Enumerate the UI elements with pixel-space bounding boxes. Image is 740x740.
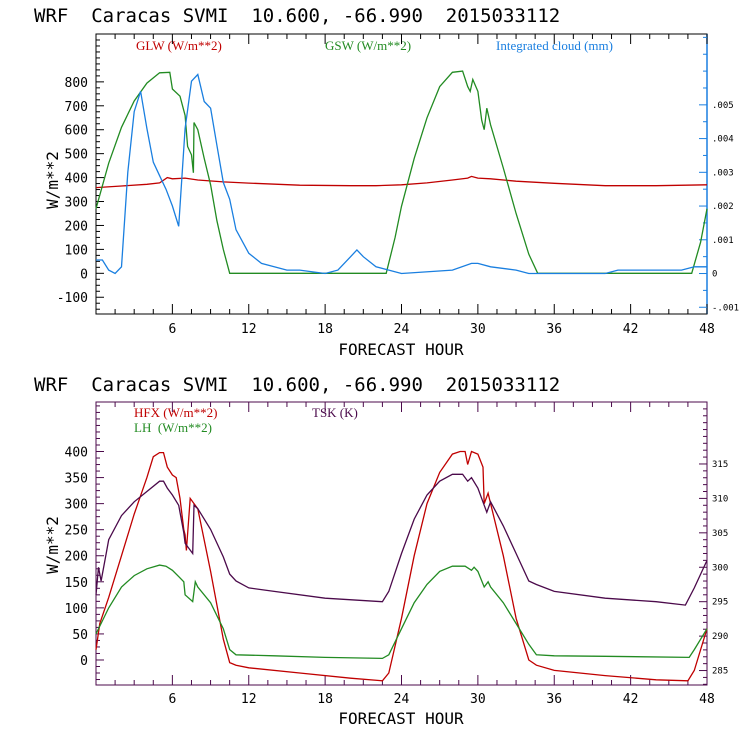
legend-lh: LH (W/m**2) bbox=[134, 420, 212, 435]
x-tick-label: 6 bbox=[168, 322, 176, 337]
plot-top-ylabel: W/m**2 bbox=[43, 151, 62, 209]
y-tick-label: 400 bbox=[65, 172, 88, 187]
legend-glw: GLW (W/m**2) bbox=[136, 38, 222, 53]
plot-top-series bbox=[95, 70, 708, 275]
y-tick-label: 300 bbox=[65, 498, 88, 513]
y-tick-label: 400 bbox=[65, 446, 88, 461]
x-tick-label: 18 bbox=[317, 692, 333, 707]
y-tick-label: 200 bbox=[65, 550, 88, 565]
series-tsk-line bbox=[95, 473, 708, 606]
y2-tick-label: .003 bbox=[712, 168, 734, 178]
y2-tick-label: .004 bbox=[712, 135, 734, 145]
x-tick-label: 24 bbox=[394, 692, 410, 707]
plot-bottom-ticks: 6 12 18 24 30 36 42 48 0 50 100 150 200 250 300 350 400 2… bbox=[65, 401, 728, 707]
y-tick-label: 50 bbox=[72, 628, 88, 643]
y-tick-label: 0 bbox=[80, 267, 88, 282]
plot-bottom: WRF Caracas SVMI 10.600, -66.990 2015033… bbox=[34, 374, 728, 728]
y-tick-label: 100 bbox=[65, 602, 88, 617]
y-tick-label: 700 bbox=[65, 100, 88, 115]
x-tick-label: 42 bbox=[623, 322, 639, 337]
plot-bottom-xlabel: FORECAST HOUR bbox=[338, 709, 464, 728]
y-tick-label: -100 bbox=[57, 291, 88, 306]
x-tick-label: 48 bbox=[699, 322, 715, 337]
legend-gsw: GSW (W/m**2) bbox=[325, 38, 411, 53]
x-tick-label: 18 bbox=[317, 322, 333, 337]
series-integrated-line bbox=[96, 73, 707, 275]
y-tick-label: 300 bbox=[65, 196, 88, 211]
y2-tick-label: -.001 bbox=[712, 303, 739, 313]
y2-tick-label: 310 bbox=[712, 494, 728, 504]
y2-tick-label: .005 bbox=[712, 101, 734, 111]
y-tick-label: 350 bbox=[65, 472, 88, 487]
x-tick-label: 30 bbox=[470, 322, 486, 337]
y2-tick-label: 285 bbox=[712, 667, 728, 677]
x-tick-label: 12 bbox=[241, 322, 257, 337]
plot-top-xlabel: FORECAST HOUR bbox=[338, 340, 464, 359]
y2-tick-label: 300 bbox=[712, 563, 728, 573]
y2-tick-label: .002 bbox=[712, 202, 734, 212]
x-tick-label: 36 bbox=[546, 322, 562, 337]
plot-top-title: WRF Caracas SVMI 10.600, -66.990 2015033… bbox=[34, 5, 560, 27]
y2-tick-label: .001 bbox=[712, 236, 734, 246]
y2-tick-label: 295 bbox=[712, 598, 728, 608]
y-tick-label: 200 bbox=[65, 219, 88, 234]
legend-hfx: HFX (W/m**2) bbox=[134, 405, 217, 420]
x-tick-label: 48 bbox=[699, 692, 715, 707]
x-tick-label: 42 bbox=[623, 692, 639, 707]
y-tick-label: 150 bbox=[65, 576, 88, 591]
plot-top-ticks: 6 12 18 24 30 36 42 48 -100 0 100 200 300 400 500 600 70… bbox=[57, 33, 739, 337]
x-tick-label: 36 bbox=[546, 692, 562, 707]
legend-cloud: Integrated cloud (mm) bbox=[496, 38, 613, 53]
y-tick-label: 800 bbox=[65, 76, 88, 91]
plot-top-frame bbox=[95, 33, 708, 315]
x-tick-label: 6 bbox=[168, 692, 176, 707]
series-glw-line bbox=[95, 175, 708, 189]
plot-bottom-title: WRF Caracas SVMI 10.600, -66.990 2015033… bbox=[34, 374, 560, 396]
y2-tick-label: 305 bbox=[712, 529, 728, 539]
plot-bottom-series bbox=[95, 450, 708, 682]
y2-tick-label: 290 bbox=[712, 632, 728, 642]
plot-top: WRF Caracas SVMI 10.600, -66.990 2015033… bbox=[34, 5, 739, 359]
y-tick-label: 500 bbox=[65, 148, 88, 163]
x-tick-label: 30 bbox=[470, 692, 486, 707]
x-tick-label: 24 bbox=[394, 322, 410, 337]
x-tick-label: 12 bbox=[241, 692, 257, 707]
legend-tsk: TSK (K) bbox=[312, 405, 358, 420]
series-gsw-line bbox=[95, 70, 708, 274]
plot-bottom-frame bbox=[95, 401, 708, 686]
y2-tick-label: 0 bbox=[712, 270, 717, 280]
y-tick-label: 600 bbox=[65, 124, 88, 139]
y2-tick-label: 315 bbox=[712, 460, 728, 470]
plot-bottom-ylabel: W/m**2 bbox=[43, 516, 62, 574]
y-tick-label: 250 bbox=[65, 524, 88, 539]
y-tick-label: 100 bbox=[65, 243, 88, 258]
series-hfx-line bbox=[95, 450, 708, 682]
y-tick-label: 0 bbox=[80, 654, 88, 669]
series-lh-line bbox=[95, 564, 708, 660]
